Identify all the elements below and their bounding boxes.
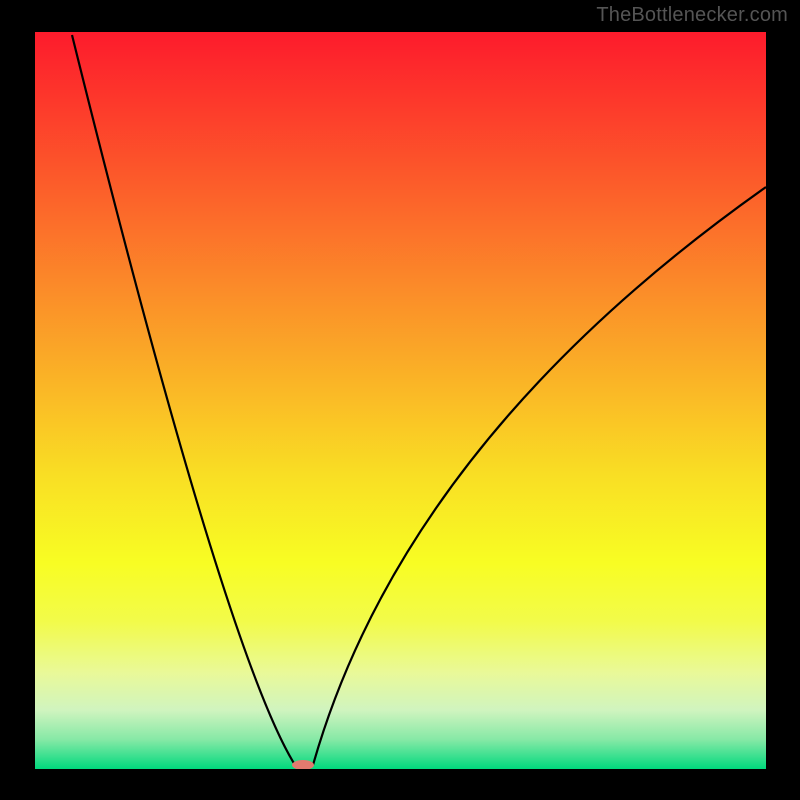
stage: TheBottlenecker.com [0, 0, 800, 800]
bottleneck-chart [35, 32, 766, 769]
chart-svg [35, 32, 766, 769]
plot-background [35, 32, 766, 769]
watermark-text: TheBottlenecker.com [596, 4, 788, 27]
